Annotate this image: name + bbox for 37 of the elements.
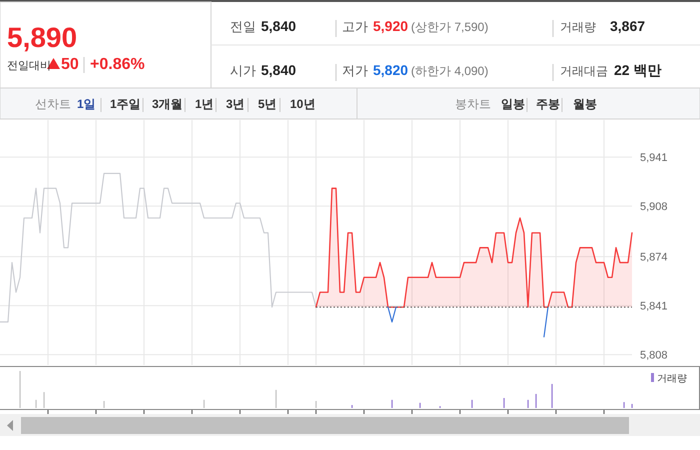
text: 선차트 (35, 97, 71, 111)
text: 1일 (77, 97, 96, 111)
y-tick-label: 5,808 (640, 349, 668, 362)
line-series (0, 172, 317, 322)
text: (상한가 7,590) (411, 20, 488, 34)
text: 5,840 (261, 62, 296, 78)
text: 거래대금 (560, 64, 608, 78)
text: 전일대비 (7, 60, 51, 72)
text: 월봉 (573, 97, 597, 111)
text: 봉차트 (455, 97, 491, 111)
text: 5,840 (261, 18, 296, 34)
text: 1년 (195, 97, 214, 111)
text: 3,867 (610, 18, 646, 34)
legend-label: 거래량 (657, 374, 687, 384)
text: 5,920 (373, 18, 408, 34)
text: 저가 (342, 63, 368, 78)
text: 5,890 (7, 22, 78, 53)
text: 5,820 (373, 62, 408, 78)
text: 고가 (342, 19, 368, 34)
text: 3개월 (152, 97, 183, 111)
text: 5년 (258, 97, 277, 111)
text: 3년 (226, 97, 245, 111)
y-tick-label: 5,941 (640, 152, 668, 164)
text: 1주일 (110, 97, 141, 111)
text: 전일 (230, 19, 256, 34)
text: 주봉 (536, 97, 560, 111)
text: 거래량 (560, 20, 596, 34)
text: +0.86% (90, 56, 145, 73)
text: 50 (61, 56, 79, 73)
y-tick-label: 5,874 (640, 251, 668, 264)
text: 시가 (230, 63, 256, 78)
text: (하한가 4,090) (411, 64, 488, 78)
y-tick-label: 5,908 (640, 200, 668, 213)
text: 10년 (290, 97, 316, 111)
text: 22 백만 (614, 62, 662, 78)
y-tick-label: 5,841 (640, 300, 668, 312)
text: 일봉 (501, 97, 525, 111)
